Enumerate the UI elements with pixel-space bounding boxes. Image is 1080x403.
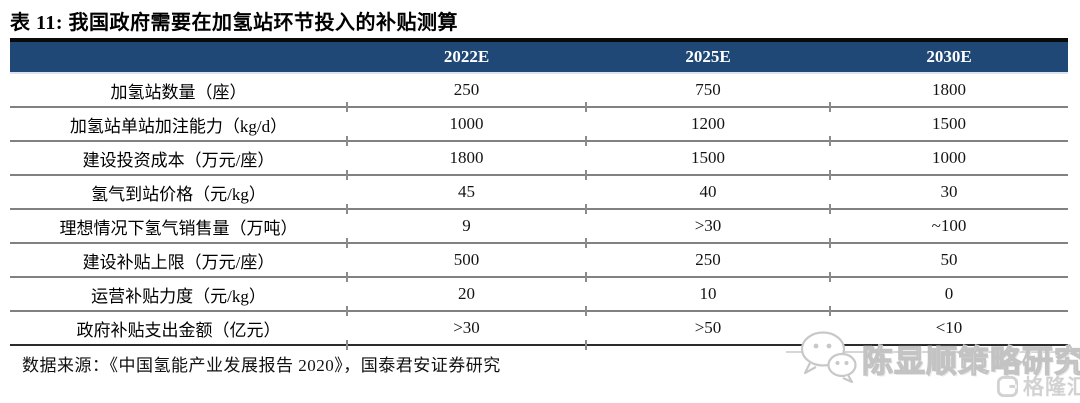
table-row-construction-cost: 建设投资成本（万元/座） 1800 1500 1000: [10, 142, 1068, 180]
cell-value: ~100: [829, 210, 1068, 248]
row-label: 理想情况下氢气销售量（万吨）: [59, 218, 298, 238]
cell-value: 1000: [346, 108, 586, 146]
data-source-note: 数据来源：《中国氢能产业发展报告 2020》，国泰君安证券研究: [22, 356, 501, 375]
cell-value: 9: [346, 210, 586, 248]
cell-value: 20: [346, 278, 586, 316]
wechat-icon: [797, 329, 859, 388]
subsidy-table: 2022E 2025E 2030E 加氢站数量（座） 250 750 1800 …: [10, 42, 1068, 350]
cell-value: 1800: [346, 142, 586, 180]
table-title: 表 11: 我国政府需要在加氢站环节投入的补贴测算: [10, 12, 459, 34]
cell-value: >30: [585, 210, 830, 248]
row-label: 加氢站单站加注能力（kg/d）: [69, 116, 288, 136]
table-row-operating-subsidy: 运营补贴力度（元/kg） 20 10 0: [10, 278, 1068, 316]
cell-value: 1500: [585, 142, 830, 180]
cell-value: 0: [829, 278, 1068, 316]
cell-value: 40: [585, 176, 830, 214]
row-label: 加氢站数量（座）: [110, 82, 247, 102]
cell-value: 45: [346, 176, 586, 214]
cell-value: 1000: [829, 142, 1068, 180]
table-row-refueling-capacity: 加氢站单站加注能力（kg/d） 1000 1200 1500: [10, 108, 1068, 146]
table-row-gov-subsidy-total: 政府补贴支出金额（亿元） >30 >50 <10: [10, 312, 1068, 350]
row-label: 政府补贴支出金额（亿元）: [76, 320, 281, 340]
cell-value: 50: [829, 244, 1068, 282]
cell-value: 10: [585, 278, 830, 316]
cell-value: 1500: [829, 108, 1068, 146]
cell-value: 250: [346, 74, 586, 112]
cell-value: 500: [346, 244, 586, 282]
wechat-account-watermark: 陈显顺策略研究: [861, 343, 1080, 379]
column-header-2025e: 2025E: [685, 47, 731, 66]
row-label: 建设补贴上限（万元/座）: [82, 252, 275, 272]
column-header-2022e: 2022E: [443, 47, 490, 66]
table-row-hydrogen-price: 氢气到站价格（元/kg） 45 40 30: [10, 176, 1068, 214]
table-row-station-count: 加氢站数量（座） 250 750 1800: [10, 74, 1068, 112]
cell-value: 1200: [585, 108, 830, 146]
row-label: 氢气到站价格（元/kg）: [91, 184, 266, 204]
table-header-row: 2022E 2025E 2030E: [10, 42, 1068, 74]
row-label: 建设投资成本（万元/座）: [82, 150, 275, 170]
gelonghui-logo: 格隆汇: [996, 371, 1080, 401]
watermark-line: [786, 351, 1068, 353]
cell-value: 1800: [829, 74, 1068, 112]
column-header-2030e: 2030E: [926, 47, 972, 66]
gelonghui-logo-icon: [996, 375, 1019, 398]
cell-value: 250: [585, 244, 830, 282]
gelonghui-logo-text: 格隆汇: [1023, 375, 1080, 399]
cell-value: 30: [829, 176, 1068, 214]
title-divider-rule: [10, 38, 1068, 42]
column-header-blank: [10, 42, 347, 72]
cell-value: >50: [585, 312, 830, 350]
row-label: 运营补贴力度（元/kg）: [91, 286, 266, 306]
cell-value: >30: [346, 312, 586, 350]
cell-value: 750: [585, 74, 830, 112]
table-row-construction-subsidy-cap: 建设补贴上限（万元/座） 500 250 50: [10, 244, 1068, 282]
table-row-hydrogen-sales: 理想情况下氢气销售量（万吨） 9 >30 ~100: [10, 210, 1068, 248]
